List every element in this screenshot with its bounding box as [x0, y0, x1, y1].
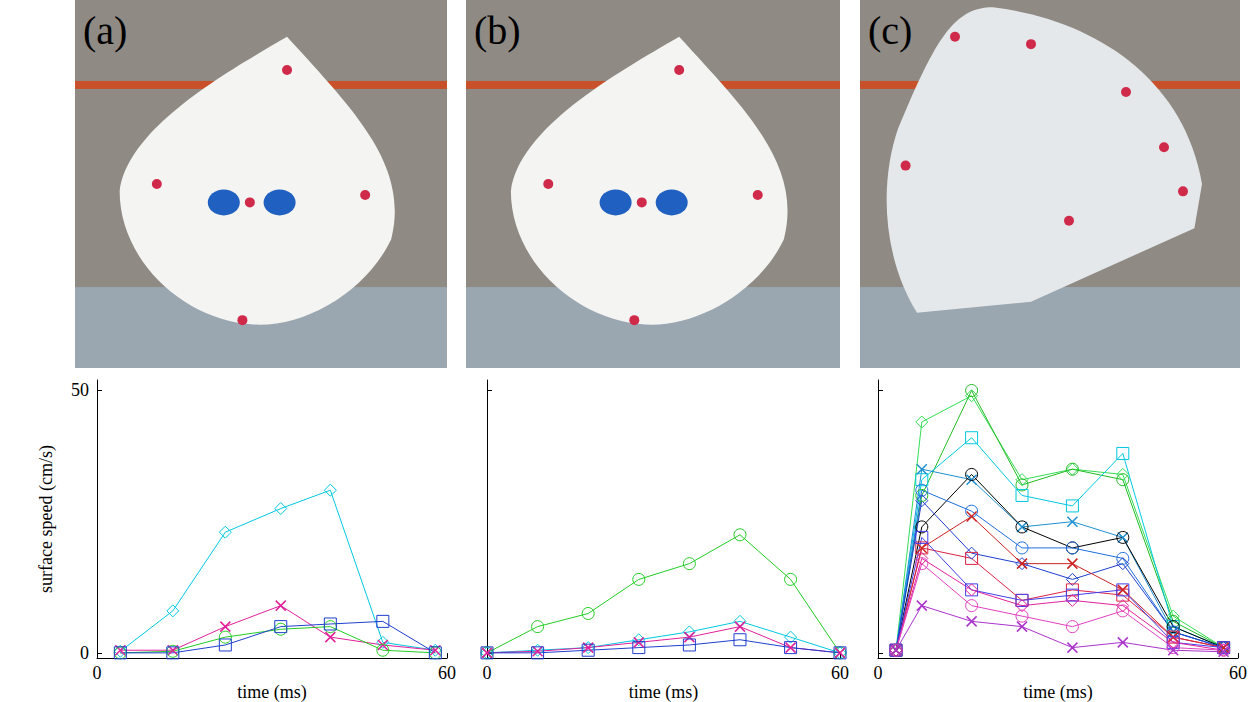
- svg-text:60: 60: [438, 663, 456, 683]
- svg-text:50: 50: [71, 380, 89, 400]
- svg-text:(c): (c): [868, 8, 912, 53]
- svg-text:0: 0: [93, 663, 102, 683]
- svg-text:time (ms): time (ms): [1023, 682, 1093, 702]
- svg-text:60: 60: [1229, 663, 1247, 683]
- svg-text:time (ms): time (ms): [237, 682, 307, 702]
- svg-text:0: 0: [80, 643, 89, 663]
- svg-text:(b): (b): [474, 8, 521, 53]
- svg-text:0: 0: [483, 663, 492, 683]
- svg-text:time (ms): time (ms): [629, 682, 699, 702]
- svg-text:0: 0: [874, 663, 883, 683]
- svg-text:(a): (a): [83, 8, 127, 53]
- svg-text:60: 60: [831, 663, 849, 683]
- svg-text:surface speed (cm/s): surface speed (cm/s): [36, 445, 57, 593]
